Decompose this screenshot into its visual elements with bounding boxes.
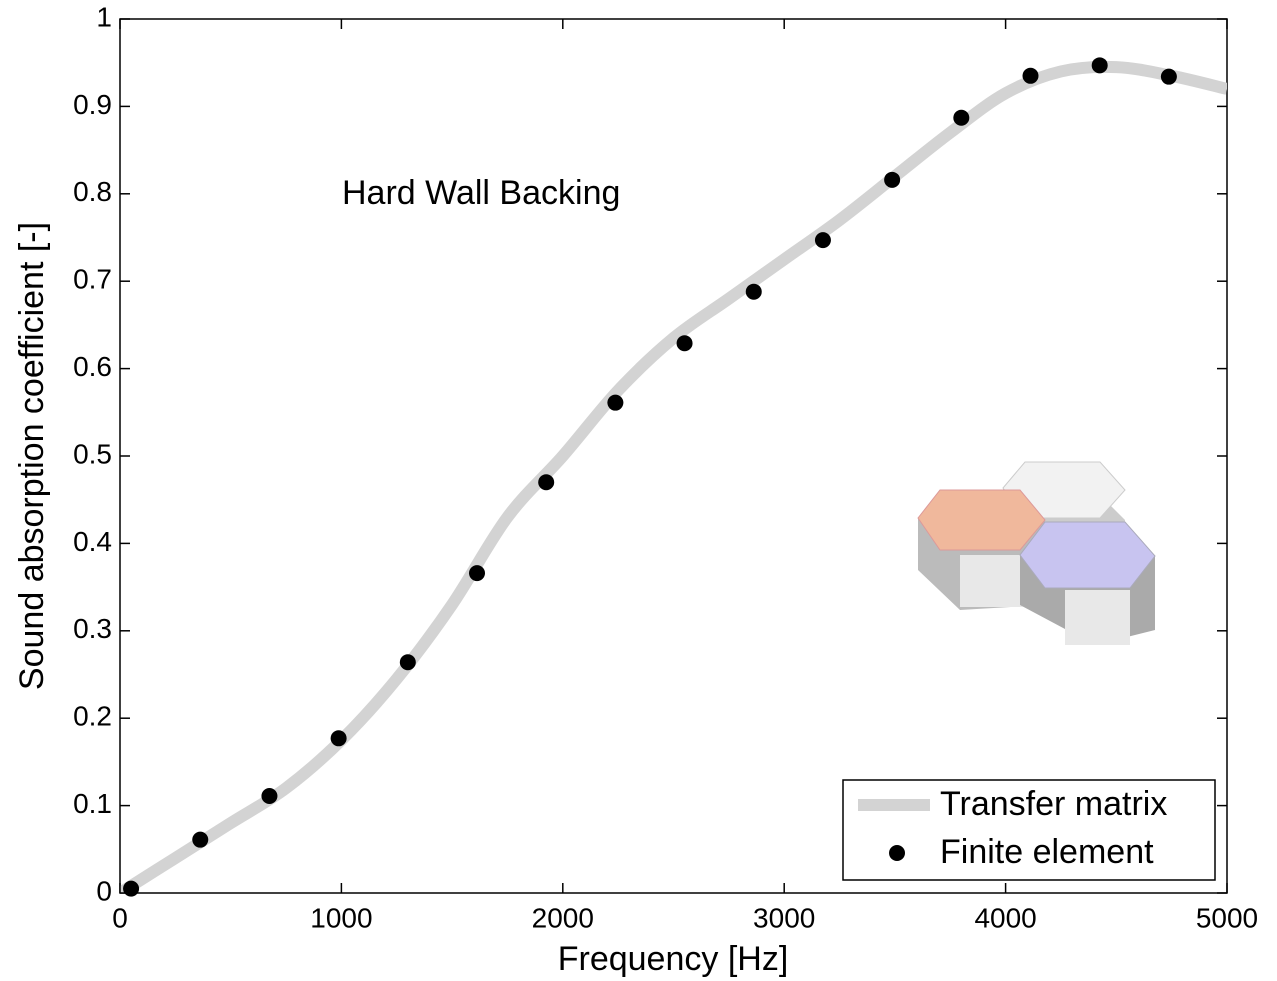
- legend-marker: [889, 845, 905, 861]
- point: [261, 787, 278, 804]
- point: [1091, 57, 1108, 74]
- hexagon-illustration: [917, 461, 1156, 645]
- point: [953, 109, 970, 126]
- line: [120, 60, 1227, 893]
- point: [814, 232, 831, 249]
- legend: Transfer matrix Finite element: [842, 779, 1216, 881]
- point: [123, 880, 140, 897]
- point: [399, 654, 416, 671]
- y-tick-label: 0.6: [73, 351, 112, 382]
- point: [745, 283, 762, 300]
- y-tick-label: 0.3: [73, 613, 112, 644]
- point: [676, 335, 693, 352]
- y-tick-label: 0.2: [73, 701, 112, 732]
- legend-label: Transfer matrix: [940, 785, 1167, 823]
- y-tick-label: 1: [96, 1, 112, 32]
- point: [607, 394, 624, 411]
- annotation: Hard Wall Backing: [342, 174, 620, 212]
- x-tick-label: 0: [112, 902, 128, 933]
- point: [192, 831, 209, 848]
- y-tick-label: 0.9: [73, 89, 112, 120]
- legend-box: [842, 779, 1216, 881]
- shape: [1019, 521, 1156, 589]
- x-axis-label: Frequency [Hz]: [558, 940, 789, 978]
- shape: [917, 489, 1046, 551]
- point: [538, 474, 555, 491]
- point: [469, 565, 486, 582]
- x-tick-label: 2000: [532, 902, 594, 933]
- x-tick-label: 1000: [310, 902, 372, 933]
- y-tick-label: 0.1: [73, 788, 112, 819]
- shape: [1065, 590, 1130, 645]
- point: [884, 171, 901, 188]
- y-tick-label: 0.4: [73, 526, 112, 557]
- shape: [960, 555, 1022, 607]
- x-tick-label: 3000: [753, 902, 815, 933]
- plot-area: [120, 57, 1227, 897]
- plot-frame: [119, 18, 1228, 894]
- y-tick-label: 0.5: [73, 438, 112, 469]
- y-tick-label: 0.8: [73, 176, 112, 207]
- y-axis-label: Sound absorption coefficient [-]: [13, 222, 51, 690]
- point: [330, 730, 347, 747]
- y-tick-label: 0: [96, 875, 112, 906]
- y-tick-label: 0.7: [73, 264, 112, 295]
- legend-label: Finite element: [940, 833, 1154, 871]
- x-tick-label: 5000: [1196, 902, 1258, 933]
- point: [1022, 67, 1039, 84]
- x-tick-label: 4000: [974, 902, 1036, 933]
- point: [1160, 68, 1177, 85]
